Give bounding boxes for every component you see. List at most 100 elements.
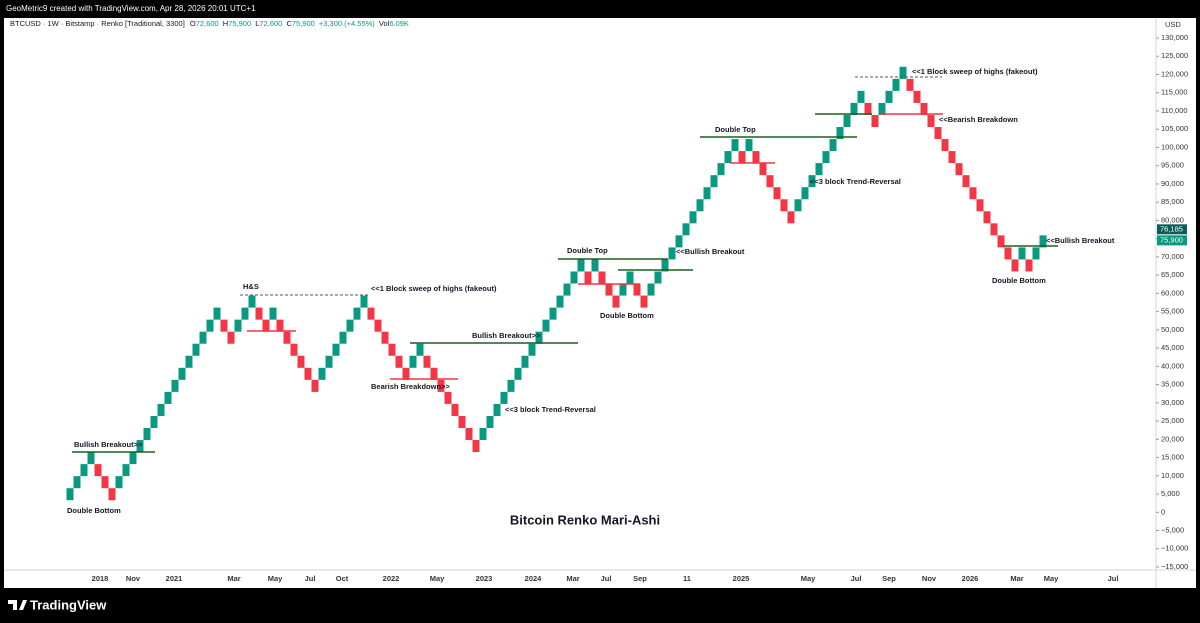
annotation: Double Bottom xyxy=(600,311,654,320)
renko-brick xyxy=(66,488,74,501)
y-tick-label: 20,000 xyxy=(1161,434,1184,443)
renko-brick xyxy=(598,271,606,284)
renko-brick xyxy=(479,428,487,441)
logo-icon xyxy=(8,600,27,610)
annotation: <<3 block Trend-Reversal xyxy=(505,405,596,414)
price-label: 75,900 xyxy=(1160,235,1183,244)
renko-brick xyxy=(626,271,634,284)
renko-brick xyxy=(451,403,459,416)
renko-brick xyxy=(241,307,249,320)
renko-brick xyxy=(346,319,354,332)
renko-brick xyxy=(1025,259,1033,272)
renko-brick xyxy=(843,114,851,128)
legend-key: Vol xyxy=(379,19,390,28)
renko-brick xyxy=(514,367,522,380)
renko-brick xyxy=(143,428,151,441)
renko-brick xyxy=(388,343,396,356)
y-tick-label: −15,000 xyxy=(1161,562,1188,571)
renko-brick xyxy=(269,307,277,320)
renko-brick xyxy=(108,488,116,501)
annotation: Double Bottom xyxy=(992,276,1046,285)
renko-brick xyxy=(332,343,340,356)
renko-brick xyxy=(80,464,88,477)
y-tick-label: 120,000 xyxy=(1161,69,1188,78)
annotation: <<3 block Trend-Reversal xyxy=(810,177,901,186)
renko-brick xyxy=(234,319,242,332)
legend-key: O xyxy=(190,19,196,28)
renko-brick xyxy=(962,175,970,188)
renko-brick xyxy=(654,271,662,284)
y-tick-label: 80,000 xyxy=(1161,215,1184,224)
y-tick-label: 115,000 xyxy=(1161,88,1188,97)
x-tick-label: 2024 xyxy=(525,574,543,583)
x-tick-label: 2023 xyxy=(476,574,493,583)
chart-area xyxy=(4,18,1196,588)
renko-brick xyxy=(472,440,480,453)
renko-brick xyxy=(521,355,529,368)
renko-brick xyxy=(913,90,921,103)
renko-brick xyxy=(500,391,508,404)
annotation: Bullish Breakout>> xyxy=(472,331,541,340)
renko-brick xyxy=(304,367,312,380)
renko-brick xyxy=(493,403,501,416)
renko-brick xyxy=(983,211,991,224)
renko-brick xyxy=(171,379,179,392)
x-tick-label: Sep xyxy=(633,574,647,583)
price-label-box xyxy=(1157,224,1187,235)
x-tick-label: Nov xyxy=(126,574,141,583)
y-tick-label: −5,000 xyxy=(1161,526,1184,535)
renko-brick xyxy=(640,295,648,308)
renko-brick xyxy=(647,283,655,296)
legend: BTCUSD · 1W · Bitstamp · Renko [Traditio… xyxy=(10,19,409,28)
renko-brick xyxy=(584,271,592,284)
renko-brick xyxy=(633,283,641,296)
x-tick-label: Jul xyxy=(851,574,862,583)
x-tick-label: Mar xyxy=(566,574,579,583)
renko-brick xyxy=(115,476,123,489)
legend-symbol: BTCUSD · 1W · Bitstamp · Renko [Traditio… xyxy=(10,19,185,28)
renko-brick xyxy=(381,331,389,344)
renko-brick xyxy=(703,187,711,200)
renko-brick xyxy=(815,163,823,176)
annotation: Bullish Breakout>> xyxy=(74,440,143,449)
x-tick-label: 2021 xyxy=(166,574,183,583)
renko-brick xyxy=(801,187,809,200)
y-tick-label: 15,000 xyxy=(1161,453,1184,462)
renko-brick xyxy=(948,151,956,164)
renko-brick xyxy=(990,223,998,236)
x-tick-label: Sep xyxy=(882,574,896,583)
renko-brick xyxy=(178,367,186,380)
annotation: Double Top xyxy=(567,246,608,255)
bricks xyxy=(66,66,1047,501)
annotation: <<1 Block sweep of highs (fakeout) xyxy=(912,67,1038,76)
renko-brick xyxy=(150,415,158,429)
renko-brick xyxy=(808,175,816,188)
renko-brick xyxy=(290,343,298,356)
renko-brick xyxy=(185,355,193,368)
renko-brick xyxy=(227,331,235,344)
renko-brick xyxy=(857,90,865,103)
renko-brick xyxy=(675,235,683,248)
renko-brick xyxy=(878,102,886,115)
y-tick-label: 35,000 xyxy=(1161,380,1184,389)
annotation: <<Bullish Breakout xyxy=(676,247,745,256)
renko-brick xyxy=(73,476,81,489)
renko-brick xyxy=(542,319,550,332)
y-tick-label: 5,000 xyxy=(1161,489,1180,498)
price-label-box xyxy=(1157,235,1187,246)
renko-brick xyxy=(899,66,907,79)
renko-brick xyxy=(262,319,270,332)
renko-brick xyxy=(570,271,578,284)
annotation: <<Bullish Breakout xyxy=(1046,236,1115,245)
annotation: <<1 Block sweep of highs (fakeout) xyxy=(371,284,497,293)
renko-brick xyxy=(157,403,165,416)
y-tick-label: 90,000 xyxy=(1161,179,1184,188)
brand: TradingView xyxy=(30,597,107,612)
renko-brick xyxy=(787,211,795,224)
renko-brick xyxy=(164,391,172,404)
renko-brick xyxy=(1011,259,1019,272)
legend-key: C xyxy=(286,19,292,28)
x-tick-label: May xyxy=(801,574,816,583)
renko-brick xyxy=(836,127,844,140)
renko-brick xyxy=(409,355,417,368)
